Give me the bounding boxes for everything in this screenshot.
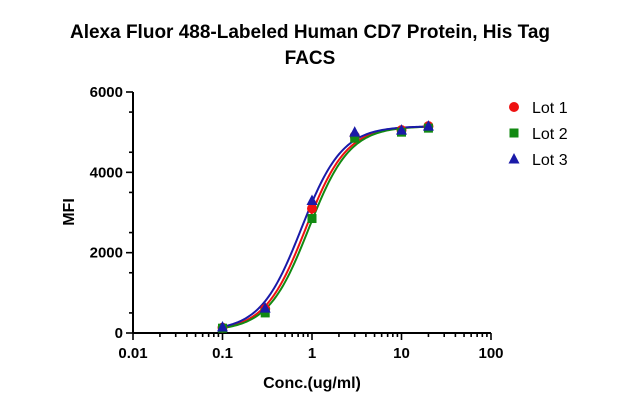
legend-marker-lot-3 (508, 153, 520, 164)
fit-curve-lot-1 (222, 125, 429, 329)
y-tick-label: 4000 (90, 164, 123, 181)
data-point-lot-3 (422, 120, 434, 131)
x-tick-label: 0.01 (118, 345, 147, 362)
x-tick-label: 0.1 (212, 345, 233, 362)
y-axis-label: MFI (61, 198, 78, 226)
data-point-lot-2 (260, 308, 270, 318)
data-point-lot-2 (350, 133, 360, 143)
data-point-lot-3 (396, 124, 407, 135)
legend-label: Lot 3 (532, 152, 568, 169)
y-tick-label: 2000 (90, 245, 123, 262)
legend-label: Lot 2 (532, 126, 568, 143)
legend-marker-lot-2 (509, 128, 519, 138)
axis-ticks: 0 2000 4000 6000 0.01 0.1 1 10 100 (90, 84, 504, 362)
x-tick-label: 10 (393, 345, 410, 362)
legend-marker-lot-1 (509, 102, 519, 112)
y-tick-label: 0 (115, 325, 123, 342)
legend-label: Lot 1 (532, 100, 568, 117)
data-point-lot-1 (307, 203, 317, 214)
x-tick-label: 100 (478, 345, 503, 362)
fit-curve-lot-2 (222, 125, 429, 329)
fit-curve-lot-3 (222, 125, 429, 328)
data-points (217, 120, 434, 333)
data-point-lot-3 (306, 194, 318, 205)
legend: Lot 1 Lot 2 Lot 3 (508, 100, 568, 169)
y-tick-label: 6000 (90, 84, 123, 101)
x-axis-label: Conc.(ug/ml) (263, 375, 361, 392)
chart-title: Alexa Fluor 488-Labeled Human CD7 Protei… (70, 22, 550, 69)
chart-title-line-1: Alexa Fluor 488-Labeled Human CD7 Protei… (70, 22, 550, 43)
data-point-lot-3 (217, 320, 228, 332)
chart-title-line-2: FACS (285, 48, 336, 69)
data-point-lot-2 (307, 214, 317, 224)
data-point-lot-3 (259, 302, 271, 313)
x-tick-label: 1 (308, 345, 316, 362)
data-point-lot-3 (349, 126, 361, 137)
fit-curves (222, 125, 429, 329)
